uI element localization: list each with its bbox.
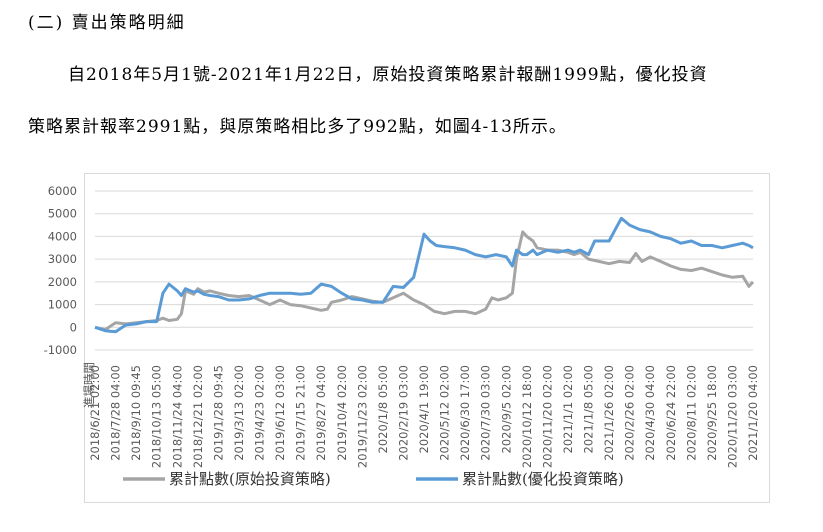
x-tick-label: 2020/2/19 03:00 [396,365,410,461]
y-tick-label: 2000 [48,275,77,289]
x-tick-label: 2021/1/8 05:00 [582,365,596,453]
x-tick-label: 2019/4/23 02:00 [253,365,267,461]
x-tick-label: 2018/10/13 05:00 [150,365,164,468]
y-tick-label: 4000 [48,229,77,243]
x-tick-label: 2021/1/20 04:00 [746,365,760,461]
x-tick-label: 2020/2/26 02:00 [623,365,637,461]
y-tick-label: 3000 [48,252,77,266]
y-tick-label: 5000 [48,207,77,221]
x-tick-label: 2019/7/15 21:00 [294,365,308,461]
x-tick-label: 2020/8/11 02:00 [684,365,698,461]
x-tick-label: 2020/5/12 02:00 [438,365,452,461]
x-tick-label: 2020/11/20 03:00 [725,365,739,468]
x-tick-label: 2019/8/27 04:00 [314,365,328,461]
paragraph-line-1: 自2018年5月1號-2021年1月22日，原始投資策略累計報酬1999點，優化… [68,65,708,85]
legend-label: 累計點數(優化投資策略) [462,470,624,488]
x-tick-label: 2020/4/30 04:00 [643,365,657,461]
x-tick-label: 2019/6/12 03:00 [273,365,287,461]
x-tick-label: 2020/4/1 19:00 [417,365,431,453]
x-tick-label: 2018/12/21 02:00 [191,365,205,468]
x-tick-label: 2019/11/23 02:00 [355,365,369,468]
x-tick-label: 2018/7/28 04:00 [109,365,123,461]
x-tick-label: 2020/9/25 18:00 [705,365,719,461]
x-tick-label: 2021/1/1 02:00 [561,365,575,453]
series-line-0 [94,230,755,332]
y-tick-label: 6000 [48,184,77,198]
x-axis-title: 進場時間 [82,362,96,408]
section-heading: (二) 賣出策略明細 [28,13,186,33]
y-tick-label: 0 [70,320,77,334]
chart-container: 6000 5000 4000 3000 2000 1000 0 -1000 2018/6/21 … [44,173,770,503]
x-tick-label: 2018/9/10 09:45 [129,365,143,461]
x-tick-label: 2020/6/24 22:00 [664,365,678,461]
x-tick-label: 2020/11/20 02:00 [540,365,554,468]
x-tick-label: 2020/6/30 17:00 [458,365,472,461]
series-line-1 [94,216,754,334]
x-tick-label: 2020/10/12 18:00 [520,365,534,468]
x-tick-label: 2019/10/4 02:00 [335,365,349,461]
x-tick-label: 2020/7/30 03:00 [479,365,493,461]
x-tick-label: 2019/3/13 02:00 [232,365,246,461]
x-tick-label: 2019/1/28 09:45 [211,365,225,461]
line-chart: 6000 5000 4000 3000 2000 1000 0 -1000 2018/6/21 … [44,184,760,488]
y-tick-label: 1000 [48,298,77,312]
x-tick-label: 2020/9/5 02:00 [499,365,513,453]
x-tick-label: 2018/6/21 02:00 [88,365,102,461]
paragraph-line-2: 策略累計報率2991點，與原策略相比多了992點，如圖4-13所示。 [28,117,567,137]
legend-label: 累計點數(原始投資策略) [169,470,331,488]
x-tick-label: 2020/1/8 05:00 [376,365,390,453]
y-tick-label: -1000 [44,343,77,357]
x-tick-label: 2021/1/26 02:00 [602,365,616,461]
x-tick-label: 2018/11/24 04:00 [170,365,184,468]
